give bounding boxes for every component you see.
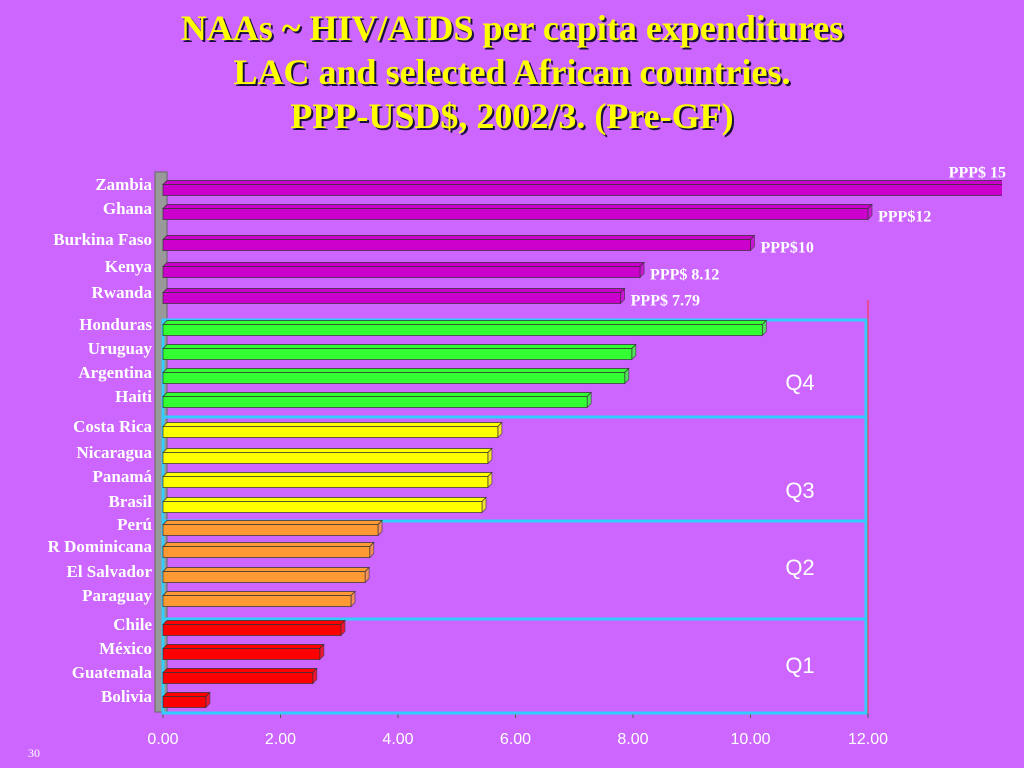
bar bbox=[162, 696, 207, 708]
x-tick-label: 2.00 bbox=[265, 731, 296, 748]
bar bbox=[162, 239, 751, 251]
bar-top bbox=[162, 591, 356, 596]
x-tick-label: 8.00 bbox=[617, 731, 648, 748]
slide-number: 30 bbox=[28, 746, 40, 760]
category-label: México bbox=[99, 639, 152, 658]
category-label: Rwanda bbox=[92, 283, 153, 302]
bar bbox=[162, 324, 763, 336]
value-label: PPP$ 8.12 bbox=[650, 267, 719, 284]
category-label: Perú bbox=[117, 515, 152, 534]
bar-top bbox=[162, 472, 493, 477]
bar bbox=[162, 501, 483, 513]
bar bbox=[162, 452, 489, 464]
quartile-label: Q3 bbox=[785, 478, 814, 503]
category-label: Nicaragua bbox=[76, 443, 152, 462]
bar bbox=[162, 546, 371, 558]
bar-top bbox=[162, 344, 637, 349]
bar bbox=[162, 595, 352, 607]
bar-top bbox=[162, 368, 630, 373]
category-label: Burkina Faso bbox=[53, 230, 152, 249]
bar bbox=[162, 396, 588, 408]
quartile-label: Q2 bbox=[785, 555, 814, 580]
bar-top bbox=[162, 567, 370, 572]
category-label: Guatemala bbox=[72, 663, 153, 682]
bars bbox=[162, 180, 1002, 709]
bar-top bbox=[162, 235, 756, 240]
bar bbox=[162, 648, 321, 660]
bar-top bbox=[162, 448, 493, 453]
category-label: Brasil bbox=[109, 492, 153, 511]
bar-top bbox=[162, 288, 626, 293]
category-label: Argentina bbox=[78, 363, 152, 382]
value-label: PPP$12 bbox=[878, 209, 931, 226]
category-label: El Salvador bbox=[67, 562, 153, 581]
category-label: Haiti bbox=[115, 387, 152, 406]
bar bbox=[162, 476, 489, 488]
bar-top bbox=[162, 644, 325, 649]
bar-top bbox=[162, 620, 346, 625]
bar bbox=[162, 624, 342, 636]
bar-top bbox=[162, 497, 487, 502]
value-label: PPP$ 7.79 bbox=[631, 293, 700, 310]
bar-top bbox=[162, 204, 873, 209]
category-label: Costa Rica bbox=[73, 417, 152, 436]
bar bbox=[162, 292, 622, 304]
bar-top bbox=[162, 180, 1002, 185]
value-label: PPP$ 15 bbox=[949, 165, 1006, 182]
title-group: NAAs ~ HIV/AIDS per capita expenditures L… bbox=[181, 8, 843, 136]
x-tick-label: 4.00 bbox=[382, 731, 413, 748]
bar bbox=[162, 524, 379, 536]
bar bbox=[162, 426, 499, 438]
value-label: PPP$10 bbox=[761, 240, 814, 257]
bar-top bbox=[162, 392, 593, 397]
chart-title: NAAs ~ HIV/AIDS per capita expenditures L… bbox=[181, 8, 843, 136]
bar bbox=[162, 372, 626, 384]
quartile-label: Q4 bbox=[785, 370, 814, 395]
category-label: Chile bbox=[113, 615, 152, 634]
bar-top bbox=[162, 320, 768, 325]
category-label: Zambia bbox=[95, 175, 152, 194]
quartile-label: Q1 bbox=[785, 653, 814, 678]
category-label: Ghana bbox=[103, 199, 153, 218]
bar-top bbox=[162, 668, 318, 673]
category-label: Kenya bbox=[105, 257, 153, 276]
bar-top bbox=[162, 520, 383, 525]
category-label: R Dominicana bbox=[48, 537, 153, 556]
category-label: Honduras bbox=[79, 315, 152, 334]
x-tick-label: 0.00 bbox=[147, 731, 178, 748]
bar bbox=[162, 672, 314, 684]
bar bbox=[162, 266, 641, 278]
bar bbox=[162, 571, 366, 583]
quartile-box bbox=[161, 617, 868, 715]
bar bbox=[162, 184, 1002, 196]
bar-top bbox=[162, 262, 645, 267]
bar bbox=[162, 348, 633, 360]
x-tick-label: 10.00 bbox=[730, 731, 770, 748]
bar bbox=[162, 208, 869, 220]
bar-top bbox=[162, 692, 211, 697]
category-label: Paraguay bbox=[82, 586, 152, 605]
bar-top bbox=[162, 542, 375, 547]
x-tick-label: 12.00 bbox=[848, 731, 888, 748]
x-tick-label: 6.00 bbox=[500, 731, 531, 748]
category-label: Bolivia bbox=[101, 687, 153, 706]
category-label: Panamá bbox=[93, 467, 153, 486]
category-label: Uruguay bbox=[88, 339, 153, 358]
bar-top bbox=[162, 422, 503, 427]
